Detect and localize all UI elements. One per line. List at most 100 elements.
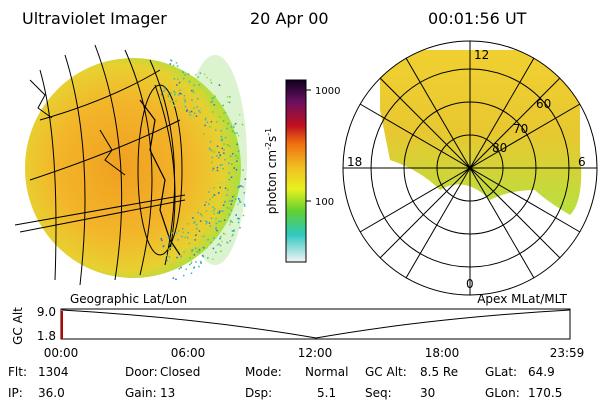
speckle (193, 254, 196, 256)
speckle (192, 217, 194, 219)
speckle (208, 203, 210, 205)
speckle (195, 115, 198, 117)
date: 20 Apr 00 (250, 9, 329, 28)
y-tick-label: 1.8 (37, 329, 56, 343)
speckle (220, 135, 223, 138)
info-value: Closed (160, 365, 200, 379)
info-value: 1304 (38, 365, 69, 379)
speckle (210, 125, 212, 128)
speckle (223, 148, 225, 151)
speckle (185, 110, 188, 112)
speckle (213, 237, 215, 239)
speckle (231, 153, 234, 155)
speckle (176, 249, 179, 251)
speckle (224, 200, 226, 203)
speckle (201, 214, 203, 217)
lat-label: 60 (536, 97, 551, 111)
speckle (228, 178, 231, 181)
speckle (206, 76, 208, 79)
speckle (205, 222, 208, 225)
speckle (239, 201, 242, 203)
speckle (228, 223, 231, 226)
mlt-label: 6 (578, 155, 586, 169)
speckle (228, 158, 230, 161)
speckle (229, 155, 232, 157)
speckle (221, 147, 223, 150)
speckle (177, 93, 180, 96)
speckle (200, 262, 202, 264)
speckle (222, 120, 225, 122)
speckle (173, 78, 176, 80)
speckle (182, 77, 185, 80)
speckle (187, 232, 190, 234)
speckle (198, 251, 200, 253)
info-label: GLat: (485, 365, 517, 379)
speckle (227, 101, 229, 103)
speckle (213, 194, 216, 196)
speckle (163, 86, 166, 89)
speckle (180, 88, 183, 90)
speckle (227, 162, 230, 165)
speckle (189, 114, 191, 116)
speckle (217, 222, 219, 224)
title: Ultraviolet Imager (22, 9, 167, 28)
speckle (211, 169, 214, 171)
speckle (218, 221, 221, 223)
speckle (188, 80, 191, 83)
speckle (184, 101, 187, 103)
speckle (221, 240, 223, 243)
speckle (224, 136, 227, 139)
speckle (224, 112, 227, 115)
speckle (197, 76, 199, 78)
y-axis-label: GC Alt (11, 307, 25, 345)
speckle (160, 238, 162, 240)
speckle (210, 217, 213, 220)
speckle (219, 186, 221, 189)
speckle (180, 262, 183, 264)
speckle (195, 234, 197, 237)
speckle (216, 229, 218, 232)
speckle (231, 130, 234, 133)
speckle (213, 187, 215, 189)
speckle (226, 206, 228, 209)
speckle (184, 73, 186, 76)
speckle (210, 210, 213, 213)
speckle (231, 200, 233, 202)
speckle (237, 197, 240, 200)
speckle (202, 246, 205, 249)
speckle (202, 255, 205, 258)
speckle (230, 209, 233, 212)
speckle (166, 259, 169, 262)
speckle (184, 236, 187, 239)
speckle (199, 111, 201, 113)
speckle (241, 123, 244, 126)
speckle (183, 94, 186, 97)
speckle (236, 203, 239, 206)
speckle (236, 132, 238, 134)
speckle (199, 72, 202, 74)
speckle (209, 148, 212, 151)
speckle (216, 145, 219, 147)
speckle (209, 79, 212, 81)
mlt-label: 18 (347, 155, 362, 169)
speckle (208, 125, 211, 128)
speckle (219, 182, 222, 184)
speckle (180, 255, 182, 258)
speckle (168, 256, 171, 258)
speckle (233, 229, 235, 231)
speckle (238, 217, 240, 220)
x-tick-label: 23:59 (550, 346, 585, 360)
speckle (218, 84, 221, 86)
speckle (232, 234, 234, 236)
speckle (213, 212, 215, 215)
speckle (222, 104, 224, 107)
speckle (196, 227, 198, 230)
speckle (239, 226, 241, 229)
speckle (228, 172, 230, 174)
speckle (222, 133, 225, 136)
speckle (212, 247, 215, 250)
speckle (185, 268, 188, 271)
speckle (216, 166, 219, 169)
speckle (223, 152, 225, 154)
